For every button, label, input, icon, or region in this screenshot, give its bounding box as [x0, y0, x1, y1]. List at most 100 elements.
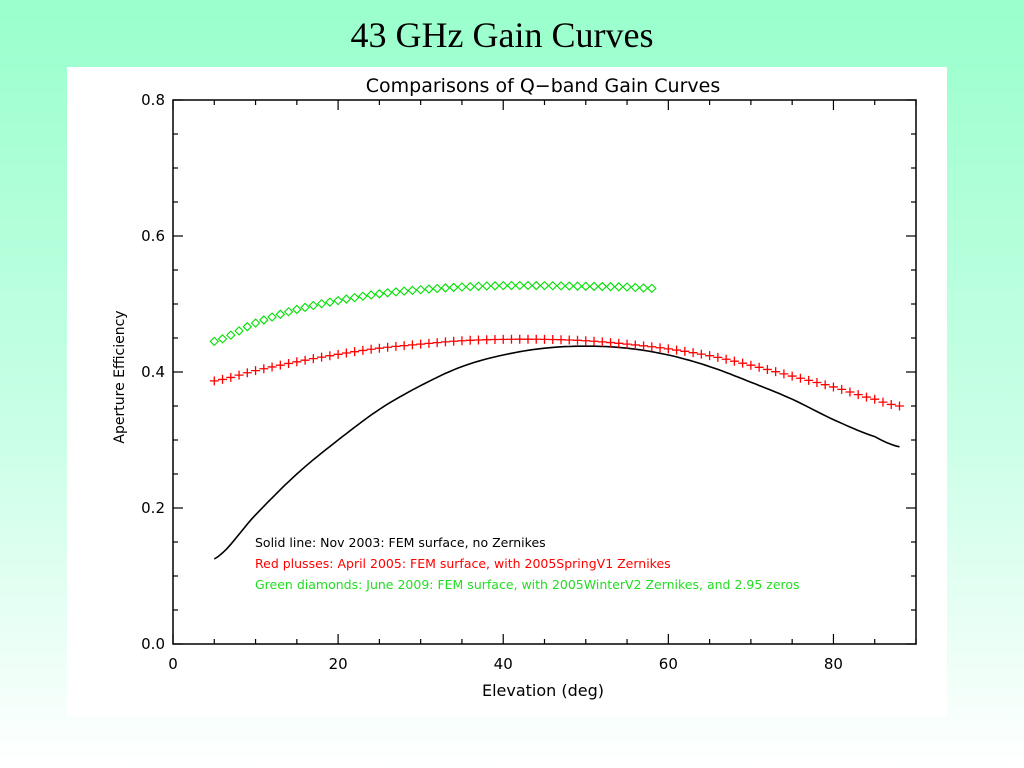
data-point-diamond [234, 326, 244, 336]
data-point-plus [795, 373, 805, 383]
x-tick-label: 40 [494, 655, 513, 673]
data-point-plus [531, 334, 541, 344]
data-point-plus [713, 352, 723, 362]
data-point-diamond [300, 302, 310, 313]
data-point-diamond [440, 283, 451, 293]
data-point-diamond [399, 286, 409, 296]
data-point-diamond [217, 334, 228, 344]
data-point-plus [457, 336, 467, 346]
data-point-plus [729, 356, 739, 366]
plot-panel: Comparisons of Q−band Gain Curves 0 20 40 6… [67, 67, 947, 717]
data-point-diamond [267, 312, 277, 322]
data-point-diamond [490, 281, 500, 291]
data-point-diamond [283, 307, 294, 317]
legend-entry: Red plusses: April 2005: FEM surface, wi… [255, 556, 671, 571]
data-point-plus [341, 348, 351, 358]
data-point-diamond [341, 294, 352, 304]
data-point-plus [655, 343, 665, 353]
series-line [213, 345, 900, 560]
data-point-plus [853, 390, 863, 400]
data-point-plus [639, 341, 649, 351]
data-point-plus [498, 334, 508, 344]
x-axis-label: Elevation (deg) [482, 681, 604, 700]
data-point-plus [647, 342, 657, 352]
y-axis-label: Aperture Efficiency [112, 310, 128, 443]
data-point-diamond [457, 282, 467, 292]
data-point-diamond [432, 283, 442, 294]
data-point-diamond [308, 300, 319, 311]
data-point-plus [284, 358, 294, 368]
data-point-diamond [415, 284, 426, 295]
data-point-plus [886, 399, 896, 409]
data-point-diamond [630, 282, 641, 293]
data-point-diamond [292, 304, 302, 315]
data-point-plus [292, 357, 302, 367]
y-tick-label: 0.2 [141, 499, 165, 517]
data-point-diamond [614, 282, 624, 292]
data-point-plus [861, 392, 871, 402]
data-point-diamond [226, 330, 236, 340]
y-tick-label: 0.4 [141, 363, 165, 381]
data-point-plus [548, 335, 558, 345]
data-point-plus [399, 341, 409, 351]
data-point-plus [820, 380, 830, 390]
data-point-diamond [333, 295, 343, 306]
data-point-plus [771, 367, 781, 377]
data-point-plus [432, 338, 442, 348]
data-point-plus [804, 375, 814, 385]
data-point-diamond [374, 289, 385, 299]
data-point-plus [407, 340, 417, 350]
data-point-diamond [506, 280, 517, 291]
data-point-plus [506, 334, 516, 344]
chart-title: Comparisons of Q−band Gain Curves [366, 75, 720, 97]
data-point-plus [251, 366, 261, 376]
data-point-diamond [366, 290, 376, 300]
data-point-diamond [564, 281, 575, 291]
data-point-plus [870, 394, 880, 404]
data-point-plus [366, 344, 376, 354]
data-point-plus [226, 372, 236, 382]
data-point-plus [540, 334, 549, 344]
data-point-plus [680, 346, 690, 356]
data-point-plus [350, 347, 360, 357]
plot-frame [172, 99, 917, 645]
data-point-plus [894, 401, 904, 411]
data-point-plus [581, 336, 591, 346]
legend-entry: Solid line: Nov 2003: FEM surface, no Ze… [255, 535, 546, 550]
data-point-plus [622, 339, 632, 349]
data-point-plus [325, 351, 335, 361]
data-point-diamond [531, 280, 542, 291]
data-point-plus [424, 338, 434, 348]
data-point-plus [597, 337, 607, 347]
data-point-diamond [465, 281, 475, 292]
data-point-diamond [572, 281, 583, 291]
y-tick-label: 0.0 [141, 635, 165, 653]
data-point-diamond [514, 280, 525, 291]
data-point-plus [440, 337, 450, 347]
data-point-diamond [597, 281, 608, 292]
y-tick-label: 0.6 [141, 227, 165, 245]
data-point-diamond [581, 281, 591, 292]
data-point-plus [812, 378, 822, 388]
series-plus [209, 334, 904, 411]
data-point-plus [465, 335, 475, 345]
data-point-plus [696, 349, 706, 359]
data-point-plus [242, 368, 252, 378]
data-point-plus [275, 360, 285, 370]
data-point-plus [523, 334, 533, 344]
data-point-plus [234, 370, 244, 380]
data-point-plus [564, 335, 574, 345]
data-point-plus [333, 349, 343, 359]
data-point-plus [300, 355, 310, 365]
data-point-diamond [498, 280, 508, 291]
data-point-diamond [481, 281, 492, 291]
legend-entry: Green diamonds: June 2009: FEM surface, … [255, 577, 800, 592]
data-point-diamond [275, 309, 286, 320]
x-tick-label: 20 [329, 655, 348, 673]
data-point-diamond [622, 282, 632, 292]
data-point-plus [209, 376, 219, 386]
plot-series [209, 280, 904, 560]
data-point-plus [614, 338, 624, 348]
data-point-diamond [391, 287, 401, 297]
y-tick-label: 0.8 [141, 91, 165, 109]
